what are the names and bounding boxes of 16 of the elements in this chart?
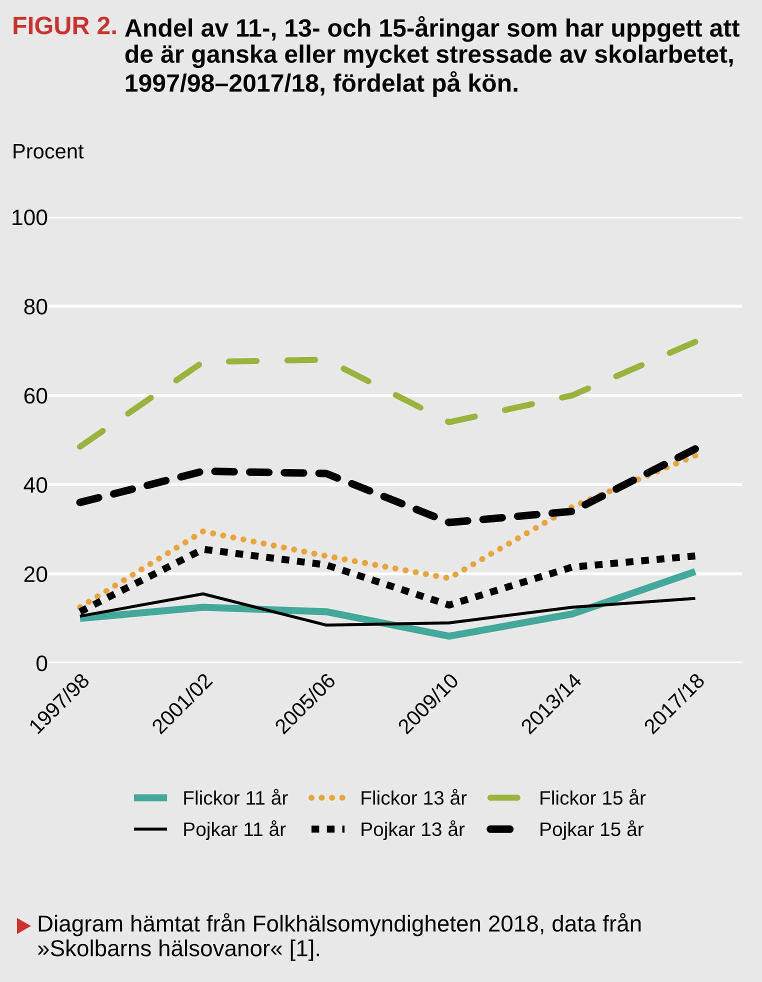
text: Diagram hämtat från Folkhälsomyndigheten 2018, data från »Skolbarns hälsovanor« [1]. bbox=[38, 913, 641, 961]
legend-label: Pojkar 15 år bbox=[540, 820, 644, 840]
legend-label: Flickor 13 år bbox=[362, 788, 467, 805]
legend-label: Pojkar 13 år bbox=[362, 820, 465, 840]
y-tick-label: 60 bbox=[24, 388, 48, 404]
legend-label: Pojkar 11 år bbox=[184, 820, 286, 840]
y-tick-label: 80 bbox=[24, 298, 48, 314]
y-tick-label: 0 bbox=[36, 656, 48, 672]
legend-label: Flickor 11 år bbox=[184, 788, 288, 805]
y-tick-label: 40 bbox=[24, 477, 48, 493]
y-axis-title: Procent bbox=[14, 144, 84, 159]
chart-subtitle: Andel av 11-, 13- och 15-åringar som har uppgett att de är ganska eller mycket stressade av skolarbetet, 1997/98–2017/18, fördelat på kön. bbox=[124, 16, 740, 97]
legend-label: Flickor 15 år bbox=[540, 788, 646, 805]
y-tick-label: 20 bbox=[24, 566, 48, 582]
y-tick-label: 100 bbox=[12, 210, 48, 226]
chart-title: FIGUR 2. bbox=[14, 16, 116, 34]
